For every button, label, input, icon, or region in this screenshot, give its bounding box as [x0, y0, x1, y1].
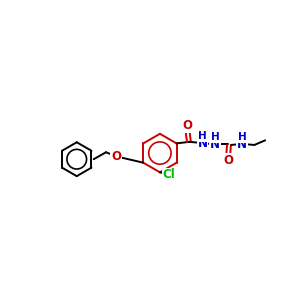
- Text: N: N: [210, 138, 220, 151]
- Text: H: H: [211, 132, 220, 142]
- Text: Cl: Cl: [163, 168, 175, 181]
- Text: H: H: [238, 132, 246, 142]
- Text: N: N: [237, 138, 247, 151]
- Text: O: O: [182, 119, 192, 132]
- Text: N: N: [198, 137, 208, 150]
- Text: O: O: [111, 150, 121, 163]
- Text: O: O: [223, 154, 233, 167]
- Text: H: H: [198, 131, 207, 142]
